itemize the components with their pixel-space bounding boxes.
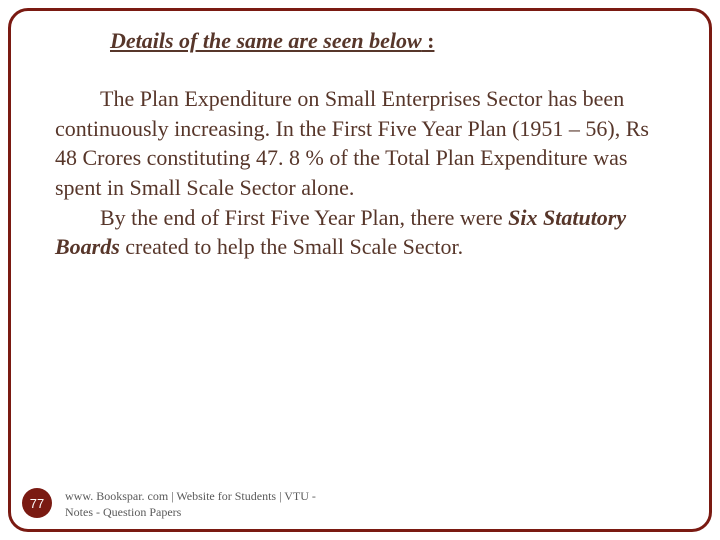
page-number-badge: 77 bbox=[22, 488, 52, 518]
paragraph-2: By the end of First Five Year Plan, ther… bbox=[55, 203, 665, 262]
footer: www. Bookspar. com | Website for Student… bbox=[65, 488, 325, 520]
para1-run0: The Plan Expenditure on Small Enterprise… bbox=[55, 86, 649, 200]
footer-line-2: Notes - Question Papers bbox=[65, 504, 325, 520]
heading-text: Details of the same are seen below bbox=[110, 28, 422, 53]
content-area: Details of the same are seen below : The… bbox=[55, 28, 665, 262]
para2-run2: created to help the Small Scale Sector. bbox=[120, 234, 463, 259]
paragraph-1: The Plan Expenditure on Small Enterprise… bbox=[55, 84, 665, 203]
footer-line-1: www. Bookspar. com | Website for Student… bbox=[65, 488, 325, 504]
page-number: 77 bbox=[30, 496, 44, 511]
para2-run0: By the end of First Five Year Plan, ther… bbox=[100, 205, 508, 230]
heading: Details of the same are seen below : bbox=[110, 28, 665, 54]
heading-colon: : bbox=[422, 28, 435, 53]
